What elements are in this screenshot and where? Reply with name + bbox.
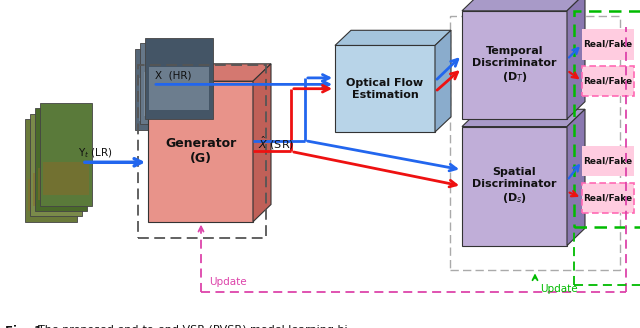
Polygon shape bbox=[567, 0, 585, 119]
Text: Generator
(G): Generator (G) bbox=[165, 137, 236, 165]
Text: Fig. 1.: Fig. 1. bbox=[5, 324, 47, 328]
Bar bbox=[582, 29, 634, 59]
Bar bbox=[30, 113, 82, 216]
Text: Real/Fake: Real/Fake bbox=[584, 40, 632, 49]
Bar bbox=[40, 103, 92, 206]
Bar bbox=[28, 178, 74, 211]
Bar bbox=[582, 183, 634, 213]
Bar bbox=[582, 66, 634, 96]
Bar bbox=[582, 146, 634, 176]
Text: Real/Fake: Real/Fake bbox=[584, 157, 632, 166]
Text: Temporal
Discriminator
(D$_T$): Temporal Discriminator (D$_T$) bbox=[472, 46, 557, 84]
Text: Real/Fake: Real/Fake bbox=[584, 194, 632, 202]
Polygon shape bbox=[253, 64, 271, 222]
Text: $\hat{X}$ (SR): $\hat{X}$ (SR) bbox=[258, 134, 294, 152]
Text: Optical Flow
Estimation: Optical Flow Estimation bbox=[346, 78, 424, 99]
Polygon shape bbox=[335, 30, 451, 46]
Bar bbox=[43, 162, 89, 195]
Bar bbox=[25, 119, 77, 222]
Bar bbox=[462, 11, 567, 119]
Text: The proposed end-to-end VSR (PVSR) model learning bi...: The proposed end-to-end VSR (PVSR) model… bbox=[38, 324, 358, 328]
Text: Real/Fake: Real/Fake bbox=[584, 77, 632, 86]
Bar bbox=[33, 173, 79, 206]
Bar bbox=[135, 49, 203, 130]
Bar bbox=[145, 38, 213, 119]
Polygon shape bbox=[462, 0, 585, 11]
Polygon shape bbox=[148, 64, 271, 81]
Bar bbox=[148, 81, 253, 222]
Text: Spatial
Discriminator
(D$_s$): Spatial Discriminator (D$_s$) bbox=[472, 167, 557, 205]
Bar bbox=[140, 43, 208, 124]
Bar bbox=[139, 78, 199, 121]
Text: Update: Update bbox=[540, 284, 578, 294]
Bar bbox=[38, 168, 84, 200]
Bar bbox=[149, 67, 209, 110]
Polygon shape bbox=[462, 109, 585, 127]
Text: Y$_t$ (LR): Y$_t$ (LR) bbox=[78, 147, 113, 160]
Text: Update: Update bbox=[209, 277, 246, 287]
Polygon shape bbox=[435, 30, 451, 132]
Bar bbox=[144, 72, 204, 116]
Bar bbox=[462, 127, 567, 246]
Bar bbox=[35, 108, 87, 211]
Text: X  (HR): X (HR) bbox=[155, 71, 191, 81]
Bar bbox=[335, 46, 435, 132]
Polygon shape bbox=[567, 109, 585, 246]
